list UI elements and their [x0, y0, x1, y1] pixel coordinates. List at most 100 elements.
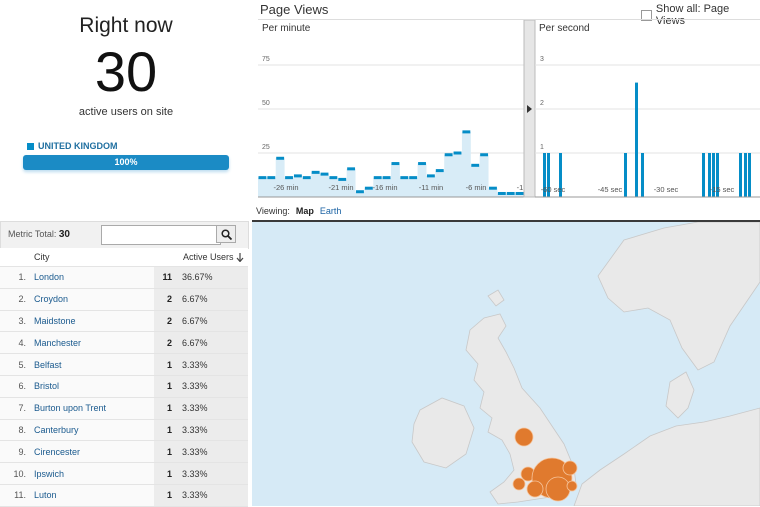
table-row: 10. Ipswich 1 3.33%: [0, 462, 248, 485]
row-rank: 10.: [0, 462, 30, 485]
metric-total-label: Metric Total:: [8, 229, 57, 239]
per-minute-mark: [285, 176, 293, 180]
column-header-active-users-label: Active Users: [182, 251, 234, 262]
per-minute-mark: [418, 162, 426, 166]
per-minute-mark: [311, 170, 320, 174]
row-rank: 11.: [0, 484, 30, 507]
show-all-checkbox[interactable]: [641, 9, 652, 21]
per-minute-mark: [329, 176, 338, 180]
per-second-bar: [547, 153, 550, 197]
column-header-city[interactable]: City: [30, 248, 154, 267]
tab-earth[interactable]: Earth: [319, 206, 342, 216]
table-row: 4. Manchester 2 6.67%: [0, 331, 248, 355]
column-header-active-users[interactable]: Active Users: [154, 248, 248, 267]
per-minute-mark: [382, 176, 391, 180]
city-link[interactable]: Manchester: [30, 331, 154, 355]
per-minute-area: [258, 131, 524, 197]
per-minute-mark: [347, 167, 356, 171]
search-input[interactable]: [101, 225, 221, 245]
city-marker[interactable]: [514, 427, 534, 447]
per-second-bar: [543, 153, 546, 197]
active-user-count: 30: [94, 40, 158, 103]
search-icon[interactable]: [220, 228, 232, 240]
per-second-x-tick: -15 sec: [710, 185, 735, 194]
per-second-bar: [708, 153, 711, 197]
table-row: 9. Cirencester 1 3.33%: [0, 440, 248, 464]
show-all-toggle[interactable]: Show all: Page Views: [641, 3, 760, 27]
active-users-subtitle: active users on site: [78, 106, 174, 118]
per-minute-mark: [320, 172, 329, 176]
per-minute-mark: [338, 177, 347, 181]
map-land-ireland: [411, 397, 475, 469]
map-land-islands: [487, 289, 505, 307]
city-marker[interactable]: [545, 476, 571, 502]
per-minute-mark: [409, 176, 418, 180]
row-rank: 1.: [0, 266, 30, 289]
arrow-down-icon: [236, 253, 244, 263]
active-users-value: 1: [154, 375, 178, 398]
country-swatch: [27, 142, 34, 150]
per-minute-mark: [435, 169, 444, 173]
row-rank: 5.: [0, 353, 30, 376]
visitor-map[interactable]: [252, 222, 760, 506]
per-second-label: Per second: [539, 23, 590, 34]
per-second-y-tick: 1: [540, 144, 544, 151]
per-minute-mark: [471, 163, 480, 167]
city-marker[interactable]: [526, 480, 544, 498]
active-users-percent: 36.67%: [178, 266, 248, 289]
per-minute-y-tick: 25: [262, 144, 270, 151]
search-button[interactable]: [216, 225, 236, 243]
per-second-bar: [744, 153, 747, 197]
city-link[interactable]: Belfast: [30, 353, 154, 376]
metric-total-value: 30: [58, 229, 70, 240]
city-link[interactable]: Cirencester: [30, 440, 154, 464]
active-users-percent: 3.33%: [178, 419, 248, 442]
city-marker[interactable]: [562, 460, 578, 476]
city-marker[interactable]: [566, 480, 578, 492]
city-link[interactable]: Burton upon Trent: [30, 397, 154, 420]
active-users-percent: 3.33%: [178, 397, 248, 420]
show-all-label: Show all: Page Views: [655, 3, 730, 27]
active-users-value: 1: [154, 419, 178, 442]
city-link[interactable]: Croydon: [30, 288, 154, 311]
page-views-title: Page Views: [260, 2, 329, 17]
active-users-percent: 6.67%: [178, 331, 248, 355]
active-users-value: 11: [154, 266, 178, 289]
active-users-value: 1: [154, 440, 178, 464]
table-row: 5. Belfast 1 3.33%: [0, 353, 248, 376]
per-second-bar: [635, 82, 638, 197]
table-row: 6. Bristol 1 3.33%: [0, 375, 248, 398]
per-second-x-tick: -60 sec: [541, 185, 566, 194]
city-marker[interactable]: [512, 477, 526, 491]
per-second-bar: [702, 153, 705, 197]
active-users-percent: 6.67%: [178, 288, 248, 311]
per-minute-mark: [480, 153, 489, 157]
active-users-percent: 3.33%: [178, 484, 248, 507]
per-minute-x-tick: -16 min: [372, 183, 397, 192]
city-link[interactable]: Bristol: [30, 375, 154, 398]
per-minute-mark: [293, 174, 302, 178]
per-second-bar: [559, 153, 562, 197]
table-header-row: City Active Users: [0, 248, 248, 267]
active-users-value: 2: [154, 310, 178, 333]
country-legend: UNITED KINGDOM: [27, 141, 118, 151]
city-link[interactable]: Ipswich: [30, 462, 154, 485]
per-minute-mark: [356, 190, 364, 194]
row-rank: 6.: [0, 375, 30, 398]
per-second-bar: [624, 153, 627, 197]
per-minute-mark: [276, 156, 285, 160]
tab-map[interactable]: Map: [295, 206, 314, 216]
table-row: 7. Burton upon Trent 1 3.33%: [0, 397, 248, 420]
per-minute-mark: [364, 186, 373, 190]
realtime-title: Right now: [79, 14, 173, 37]
chevron-right-icon[interactable]: [527, 105, 532, 113]
city-link[interactable]: Maidstone: [30, 310, 154, 333]
table-row: 11. Luton 1 3.33%: [0, 484, 248, 507]
per-second-x-tick: -30 sec: [654, 185, 679, 194]
per-minute-mark: [497, 191, 506, 195]
city-link[interactable]: Luton: [30, 484, 154, 507]
per-second-bar: [748, 153, 751, 197]
per-minute-mark: [391, 162, 400, 166]
city-link[interactable]: London: [30, 266, 154, 289]
city-link[interactable]: Canterbury: [30, 419, 154, 442]
